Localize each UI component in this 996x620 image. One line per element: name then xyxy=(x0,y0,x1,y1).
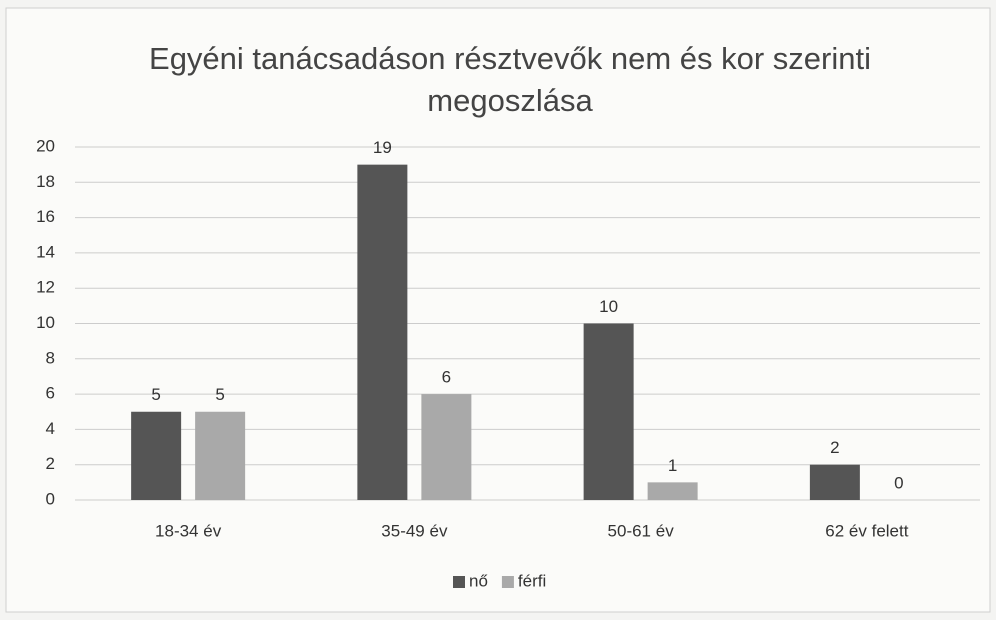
bar xyxy=(583,323,634,500)
data-label: 5 xyxy=(151,385,160,404)
y-tick-label: 12 xyxy=(36,278,55,297)
chart-frame xyxy=(5,7,991,613)
data-label: 6 xyxy=(442,368,451,387)
y-tick-label: 0 xyxy=(46,489,55,508)
y-tick-label: 6 xyxy=(46,384,55,403)
y-tick-label: 4 xyxy=(46,419,55,438)
y-tick-label: 14 xyxy=(36,242,55,261)
x-tick-label: 18-34 év xyxy=(155,521,222,540)
bar xyxy=(809,464,860,500)
bar xyxy=(195,411,246,500)
data-label: 19 xyxy=(373,138,392,157)
data-label: 1 xyxy=(668,456,677,475)
data-label: 0 xyxy=(894,473,903,492)
bar xyxy=(647,482,698,500)
legend-label: férfi xyxy=(518,571,546,590)
data-label: 2 xyxy=(830,438,839,457)
bar xyxy=(357,164,408,500)
x-tick-label: 50-61 év xyxy=(608,521,675,540)
bar xyxy=(131,411,182,500)
x-tick-label: 35-49 év xyxy=(381,521,448,540)
data-label: 10 xyxy=(599,297,618,316)
y-tick-label: 18 xyxy=(36,172,55,191)
bar xyxy=(421,394,472,500)
y-tick-label: 20 xyxy=(36,136,55,155)
legend-swatch xyxy=(501,576,514,588)
chart-title: Egyéni tanácsadáson résztvevők nem és ko… xyxy=(149,41,871,118)
x-tick-label: 62 év felett xyxy=(825,521,908,540)
y-tick-label: 2 xyxy=(46,454,55,473)
y-tick-label: 16 xyxy=(36,207,55,226)
legend-swatch xyxy=(453,576,465,588)
legend-label: nő xyxy=(469,571,488,590)
y-tick-label: 10 xyxy=(36,313,55,332)
y-tick-label: 8 xyxy=(46,348,55,367)
data-label: 5 xyxy=(215,385,224,404)
